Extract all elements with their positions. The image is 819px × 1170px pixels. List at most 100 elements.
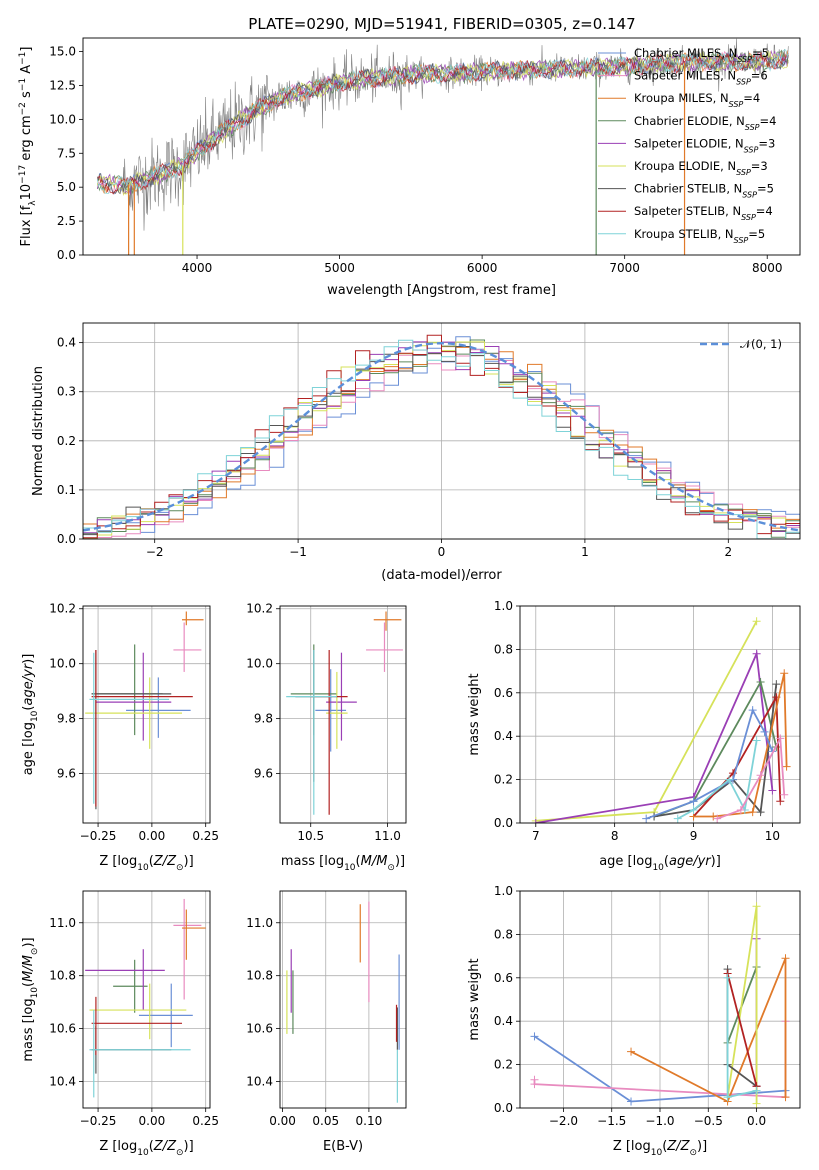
legend-label-kroupa-miles: Kroupa MILES, NSSP=4 [634,91,760,109]
y-tick-label: 9.6 [57,767,76,781]
label-part: −1 [18,78,28,91]
x-tick-label: 10.5 [297,829,324,843]
weight-marker-kroupa-stelib [689,805,698,814]
weight-marker-salpeter-miles [736,805,745,814]
x-tick-label: 4000 [182,261,213,275]
y-tick-label: 0.0 [494,816,513,830]
label-part: ⊙ [176,1148,184,1158]
y-tick-label: 0.0 [494,1101,513,1115]
axes-frame [82,37,801,256]
legend-sub: SSP [737,55,752,64]
y-tick-label: 10.4 [49,1075,76,1089]
label-part: ⊙ [387,863,395,873]
weight-marker-salpeter-miles [756,771,765,780]
y-tick-label: 0.2 [494,1058,513,1072]
weight-marker-chabrier-miles [760,727,769,736]
legend-count: =4 [756,204,773,218]
label-part: Z/Z [666,1139,690,1154]
weight-line-chabrier-stelib [653,683,778,818]
y-tick-label: 10.8 [246,969,273,983]
ticks: 0.00 0.05 0.10 10.4 10.6 10.8 11.0 [246,891,406,1128]
label-part: A [19,65,34,78]
axes-frame [279,890,407,1109]
label-part: ( [21,706,36,711]
label-part: 10 [651,1148,663,1158]
y-tick-label: 10.2 [49,602,76,616]
axes-frame [519,890,801,1109]
y-tick-label: 0.2 [494,773,513,787]
weight-marker-salpeter-miles [530,1080,539,1089]
y-tick-label: 1.0 [494,884,513,898]
weight-line-kroupa-elodie [535,620,758,822]
x-axis-label: mass [log10(M/M⊙)] [281,854,405,873]
label-part: −1 [18,52,28,65]
label-part: ( [662,1139,667,1154]
y-tick-label: 2.5 [57,214,76,228]
label-part: 10 [137,863,149,873]
legend-text: Kroupa STELIB, N [634,227,734,241]
y-tick-label: 10.4 [246,1075,273,1089]
axes-frame [279,605,407,824]
y-tick-label: 9.8 [254,712,273,726]
axes-frame [82,890,211,1109]
y-tick-label: 9.6 [254,767,273,781]
y-tick-label: 12.5 [49,78,76,92]
x-axis-label: wavelength [Angstrom, rest frame] [327,283,556,298]
x-tick-label: 9 [690,829,698,843]
legend-label-chabrier-stelib: Chabrier STELIB, NSSP=5 [634,182,774,200]
label-part: )] [395,854,405,869]
legend-label-salpeter-elodie: Salpeter ELODIE, NSSP=3 [634,136,775,154]
legend-label-normal: 𝒩(0, 1) [740,337,782,351]
label-part: Z/Z [153,1139,177,1154]
axes-frame [82,322,801,540]
x-tick-label: −1.0 [645,1114,674,1128]
y-tick-label: 5.0 [57,180,76,194]
y-tick-label: 0.6 [494,686,513,700]
ticks: 10.5 11.0 9.6 9.8 10.0 10.2 [246,602,406,843]
legend-sub: SSP [745,122,760,131]
weight-marker-kroupa-miles [627,1047,636,1056]
label-part: Z/Z [153,854,177,869]
x-tick-label: 0.25 [192,829,219,843]
age-vs-metallicity-panel: −0.25 0.00 0.259.69.810.010.2Z [log10(Z/Z⊙… [21,602,219,873]
x-tick-label: 0.00 [269,1114,296,1128]
x-tick-label: 7 [532,829,540,843]
legend-text: Kroupa ELODIE, N [634,159,736,173]
label-part: 10 [652,863,664,873]
x-tick-label: 0.0 [747,1114,766,1128]
legend-text: Salpeter STELIB, N [634,204,741,218]
weight-marker-salpeter-miles [780,790,789,799]
y-axis-label: mass weight [467,673,482,755]
label-part: )] [21,654,36,664]
x-axis-label: age [log10(age/yr)] [599,854,721,873]
spectrum-panel: 4000 5000 6000 7000 8000 0.0 2.5 5.0 7.5 10.0 12.5… [18,37,801,298]
x-tick-label: −0.25 [80,829,117,843]
x-axis-label: (data-model)/error [381,568,502,583]
y-tick-label: 10.0 [49,657,76,671]
label-part: −2 [18,102,28,115]
weight-marker-kroupa-miles [781,954,790,963]
y-tick-label: 0.8 [494,642,513,656]
weight-marker-kroupa-miles [781,1093,790,1102]
legend-label-chabrier-elodie: Chabrier ELODIE, NSSP=4 [634,114,776,132]
spectrum-lines [96,38,789,255]
weight-marker-kroupa-stelib [752,1086,761,1095]
legend-count: =6 [751,69,768,83]
label-part: −17 [18,165,28,184]
legend: 𝒩(0, 1) [700,337,782,351]
weight-line-salpeter-stelib [692,693,782,818]
ticks: −0.25 0.00 0.25 10.4 10.6 10.8 11.0 [49,891,219,1128]
legend-count: =4 [760,114,777,128]
x-tick-label: 10 [765,829,780,843]
hist-kroupa-stelib [83,339,800,539]
x-tick-label: 0.00 [139,829,166,843]
weight-marker-salpeter-miles [713,814,722,823]
x-tick-label: 2 [724,545,732,559]
axes-frame [519,605,801,824]
x-tick-label: 1 [581,545,589,559]
weight-marker-chabrier-miles [642,814,651,823]
label-part: Z [log [99,854,137,869]
weight-marker-kroupa-miles [748,808,757,817]
